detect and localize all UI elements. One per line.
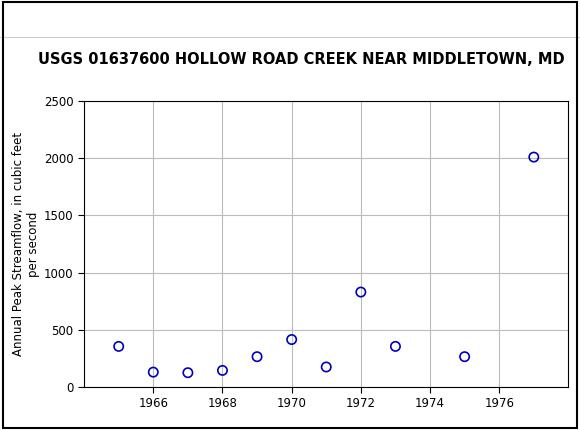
Point xyxy=(460,353,469,360)
Point xyxy=(529,154,538,160)
Point xyxy=(356,289,365,295)
Point xyxy=(391,343,400,350)
Point xyxy=(148,369,158,375)
Point xyxy=(321,363,331,370)
Point xyxy=(252,353,262,360)
Point xyxy=(218,367,227,374)
Text: USGS 01637600 HOLLOW ROAD CREEK NEAR MIDDLETOWN, MD: USGS 01637600 HOLLOW ROAD CREEK NEAR MID… xyxy=(38,52,565,67)
Point xyxy=(114,343,124,350)
Point xyxy=(183,369,193,376)
Y-axis label: Annual Peak Streamflow, in cubic feet
per second: Annual Peak Streamflow, in cubic feet pe… xyxy=(12,132,40,356)
Point xyxy=(287,336,296,343)
Text: ▒USGS: ▒USGS xyxy=(9,9,72,27)
